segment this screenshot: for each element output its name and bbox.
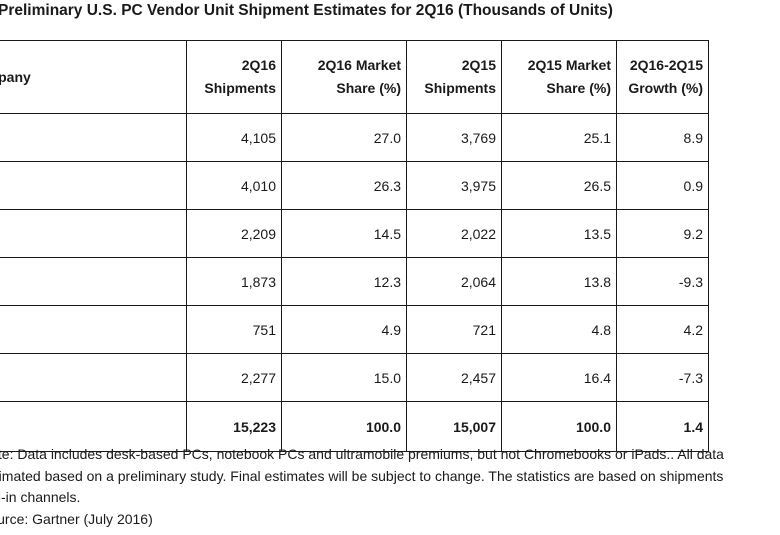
- header-2q15-share: 2Q15 Market Share (%): [501, 40, 617, 114]
- header-2q16-shipments-line1: 2Q16: [241, 57, 276, 73]
- shipments-table: Company 2Q16 Shipments 2Q16 Market Share (…: [0, 40, 709, 452]
- cell-company: [0, 305, 187, 354]
- cell-2q16-shipments: 2,209: [186, 209, 282, 258]
- cell-2q16-share: 12.3: [281, 257, 407, 306]
- cell-2q15-shipments: 721: [406, 305, 502, 354]
- cell-2q15-share: 100.0: [501, 401, 617, 452]
- table-row: 751 4.9 721 4.8 4.2: [0, 305, 709, 354]
- header-2q15-share-line2: Share (%): [546, 80, 611, 96]
- cell-2q16-share: 27.0: [281, 113, 407, 162]
- cell-company: [0, 209, 187, 258]
- header-growth-line1: 2Q16-2Q15: [629, 57, 703, 73]
- cell-growth: -9.3: [616, 257, 709, 306]
- cell-company: [0, 161, 187, 210]
- header-2q16-shipments: 2Q16 Shipments: [186, 40, 282, 114]
- header-2q15-shipments-line1: 2Q15: [461, 57, 496, 73]
- table-row: 2,277 15.0 2,457 16.4 -7.3: [0, 353, 709, 402]
- cell-growth: 9.2: [616, 209, 709, 258]
- table-row: 1,873 12.3 2,064 13.8 -9.3: [0, 257, 709, 306]
- header-2q16-share: 2Q16 Market Share (%): [281, 40, 407, 114]
- cell-2q16-shipments: 2,277: [186, 353, 282, 402]
- cell-growth: 8.9: [616, 113, 709, 162]
- cell-company: [0, 401, 187, 452]
- table-notes: Note: Data includes desk-based PCs, note…: [0, 444, 724, 530]
- cell-2q16-share: 26.3: [281, 161, 407, 210]
- header-2q15-shipments: 2Q15 Shipments: [406, 40, 502, 114]
- header-2q16-share-line1: 2Q16 Market: [317, 57, 401, 73]
- header-2q16-shipments-line2: Shipments: [204, 80, 276, 96]
- header-2q15-share-line1: 2Q15 Market: [527, 57, 611, 73]
- cell-2q16-shipments: 4,105: [186, 113, 282, 162]
- cell-2q15-share: 26.5: [501, 161, 617, 210]
- cell-2q15-shipments: 2,064: [406, 257, 502, 306]
- cell-growth: 1.4: [616, 401, 709, 452]
- cell-2q16-shipments: 751: [186, 305, 282, 354]
- cell-growth: 0.9: [616, 161, 709, 210]
- header-company-line2: Company: [0, 68, 31, 85]
- cell-2q15-share: 13.8: [501, 257, 617, 306]
- table-body: 4,105 27.0 3,769 25.1 8.9 4,010 26.3 3,9…: [0, 113, 709, 452]
- table-row: 2,209 14.5 2,022 13.5 9.2: [0, 209, 709, 258]
- table-row: 4,010 26.3 3,975 26.5 0.9: [0, 161, 709, 210]
- cell-2q16-share: 14.5: [281, 209, 407, 258]
- cell-2q15-shipments: 3,769: [406, 113, 502, 162]
- note-line: Note: Data includes desk-based PCs, note…: [0, 446, 724, 462]
- cell-2q15-share: 4.8: [501, 305, 617, 354]
- cell-2q15-share: 13.5: [501, 209, 617, 258]
- cell-2q15-shipments: 2,457: [406, 353, 502, 402]
- header-growth-line2: Growth (%): [628, 80, 703, 96]
- table-title: Preliminary U.S. PC Vendor Unit Shipment…: [0, 2, 613, 19]
- cell-2q15-shipments: 3,975: [406, 161, 502, 210]
- cell-growth: -7.3: [616, 353, 709, 402]
- cell-2q16-share: 100.0: [281, 401, 407, 452]
- cell-company: [0, 257, 187, 306]
- cell-company: [0, 113, 187, 162]
- source-line: Source: Gartner (July 2016): [0, 510, 153, 527]
- cell-2q15-shipments: 2,022: [406, 209, 502, 258]
- cell-2q15-share: 16.4: [501, 353, 617, 402]
- header-2q15-shipments-line2: Shipments: [424, 80, 496, 96]
- header-2q16-share-line2: Share (%): [336, 80, 401, 96]
- cell-2q16-share: 15.0: [281, 353, 407, 402]
- cell-company: [0, 353, 187, 402]
- cell-2q16-shipments: 15,223: [186, 401, 282, 452]
- header-row: Company 2Q16 Shipments 2Q16 Market Share (…: [0, 40, 709, 114]
- header-company: Company: [0, 40, 187, 114]
- total-row: 15,223 100.0 15,007 100.0 1.4: [0, 401, 709, 452]
- cell-2q16-shipments: 1,873: [186, 257, 282, 306]
- cell-2q15-share: 25.1: [501, 113, 617, 162]
- note-line: sell-in channels.: [0, 489, 81, 505]
- cell-2q16-shipments: 4,010: [186, 161, 282, 210]
- table-header: Company 2Q16 Shipments 2Q16 Market Share (…: [0, 40, 709, 114]
- cell-growth: 4.2: [616, 305, 709, 354]
- note-line: estimated based on a preliminary study. …: [0, 467, 724, 484]
- cell-2q16-share: 4.9: [281, 305, 407, 354]
- table-row: 4,105 27.0 3,769 25.1 8.9: [0, 113, 709, 162]
- header-growth: 2Q16-2Q15 Growth (%): [616, 40, 709, 114]
